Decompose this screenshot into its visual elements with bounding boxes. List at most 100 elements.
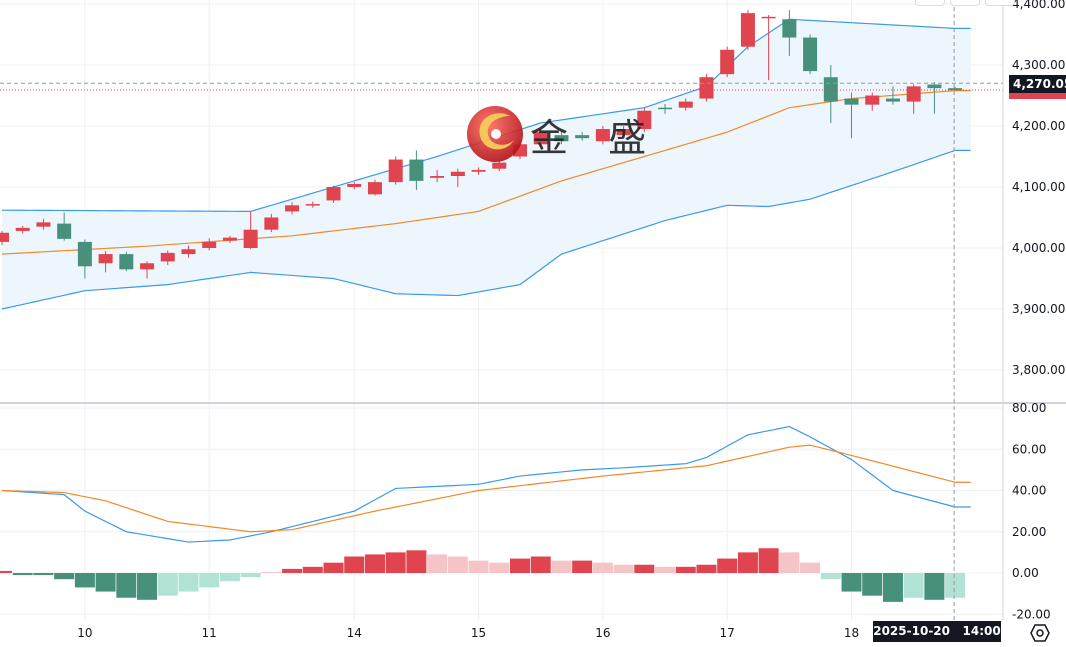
candle-body <box>637 110 652 130</box>
candle <box>367 179 382 196</box>
macd-histogram-bar <box>468 560 489 573</box>
candle <box>36 218 51 230</box>
macd-histogram-bar <box>74 573 95 588</box>
price-label: 4,270.05 <box>1009 75 1066 93</box>
price-axis-tick: 4,400.00 <box>1012 0 1065 11</box>
time-label: 14:00 <box>962 624 1001 638</box>
macd-histogram-bar <box>696 564 717 573</box>
macd-histogram-bar <box>261 571 282 573</box>
candle-body <box>160 252 175 262</box>
macd-histogram-bar <box>551 560 572 573</box>
candle-body <box>492 162 507 169</box>
jinsheng-logo-icon <box>467 106 523 162</box>
candle <box>181 245 196 258</box>
candle <box>243 211 258 250</box>
time-axis-tick: 15 <box>471 626 486 640</box>
macd-axis-tick: 20.00 <box>1012 525 1046 539</box>
macd-histogram-bar <box>137 573 158 600</box>
price-label-text: 4,270.05 <box>1013 77 1066 91</box>
macd-histogram-bar <box>282 568 303 573</box>
candle <box>865 92 880 111</box>
candle <box>885 86 900 105</box>
candle-body <box>803 37 818 72</box>
candle <box>699 74 714 102</box>
macd-histogram-bar <box>406 550 427 573</box>
candle <box>430 169 445 183</box>
price-axis-tick: 3,800.00 <box>1012 363 1065 377</box>
macd-axis-tick: -20.00 <box>1012 607 1051 621</box>
candle <box>119 251 134 272</box>
candle-body <box>678 101 693 108</box>
candle <box>388 156 403 185</box>
candle <box>720 46 735 78</box>
macd-histogram-bar <box>572 560 593 573</box>
candle <box>471 167 486 175</box>
candle-body <box>782 19 797 38</box>
macd-histogram-bar <box>364 554 385 573</box>
candle <box>595 126 610 145</box>
candle-body <box>595 129 610 142</box>
macd-histogram-bar <box>675 566 696 573</box>
price-axis-tick: 3,900.00 <box>1012 302 1065 316</box>
macd-histogram-bar <box>924 573 945 600</box>
candle <box>658 104 673 114</box>
bollinger-middle-line <box>1 90 971 255</box>
candle-body <box>948 88 963 91</box>
candle <box>57 212 72 241</box>
time-axis-tick: 17 <box>720 626 735 640</box>
macd-histogram-bar <box>302 566 323 573</box>
candle-body <box>430 176 445 178</box>
candle-body <box>285 205 300 212</box>
time-axis-tick: 11 <box>202 626 217 640</box>
macd-histogram-bar <box>385 552 406 573</box>
macd-axis-tick: 80.00 <box>1012 401 1046 415</box>
toolbar-button[interactable] <box>985 0 1015 6</box>
toolbar-button[interactable] <box>915 0 945 6</box>
macd-histogram-bar <box>841 573 862 592</box>
candle-body <box>222 237 237 241</box>
toolbar-button[interactable] <box>950 0 980 6</box>
candle-body <box>0 232 9 242</box>
candle <box>326 185 341 203</box>
candle-body <box>720 49 735 75</box>
candle-body <box>98 254 113 264</box>
candle-body <box>202 241 217 248</box>
gear-hexagon-icon[interactable] <box>1030 624 1050 647</box>
macd-histogram-bar <box>800 562 821 573</box>
candle-body <box>575 135 590 139</box>
candle-body <box>533 132 548 145</box>
candle-body <box>844 98 859 105</box>
candle <box>637 107 652 133</box>
macd-histogram-bar <box>199 573 220 588</box>
candle-body <box>740 13 755 47</box>
macd-histogram-bar <box>157 573 178 596</box>
candle <box>927 82 942 114</box>
macd-histogram-bar <box>95 573 116 592</box>
candle <box>450 168 465 187</box>
price-axis-tick: 4,200.00 <box>1012 119 1065 133</box>
candle-body <box>885 98 900 102</box>
candle <box>844 92 859 139</box>
macd-histogram-bar <box>344 556 365 573</box>
candle <box>803 34 818 75</box>
candle <box>740 10 755 50</box>
candle <box>202 238 217 251</box>
macd-histogram-bar <box>33 573 54 576</box>
candle <box>761 14 776 81</box>
macd-histogram-bar <box>240 573 261 578</box>
macd-histogram-bar <box>323 562 344 573</box>
macd-dif-line <box>1 425 971 543</box>
macd-histogram-bar <box>510 558 530 573</box>
macd-histogram-bar <box>779 552 800 573</box>
candle <box>140 261 155 279</box>
price-axis-tick: 4,100.00 <box>1012 180 1065 194</box>
candle <box>77 239 92 279</box>
macd-histogram-bar <box>489 562 510 573</box>
candle-body <box>761 16 776 19</box>
candle-body <box>140 263 155 270</box>
candle <box>222 235 237 244</box>
macd-histogram-bar <box>655 566 676 573</box>
macd-histogram-bar <box>717 558 738 573</box>
macd-axis-tick: 60.00 <box>1012 442 1046 456</box>
